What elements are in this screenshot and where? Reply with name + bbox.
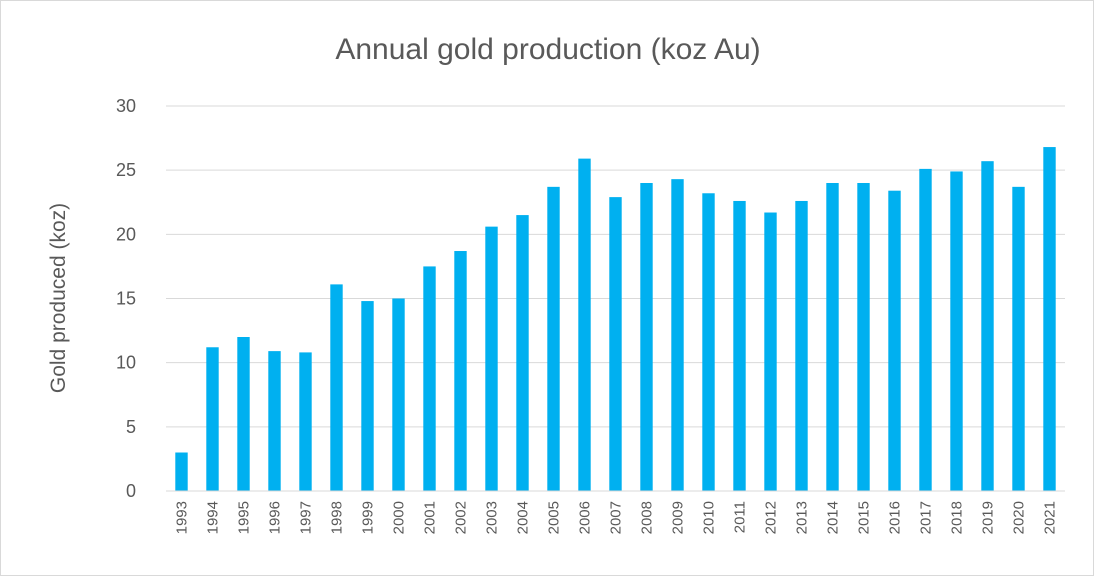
x-tick-label: 2006	[577, 501, 594, 534]
bar-2015	[857, 183, 870, 491]
bar-1997	[299, 352, 312, 491]
bar-1999	[361, 301, 374, 491]
bar-2001	[423, 266, 436, 491]
x-tick-label: 2016	[887, 501, 904, 534]
x-tick-label: 2017	[918, 501, 935, 534]
x-tick-label: 2021	[1042, 501, 1059, 534]
x-tick-label: 1997	[298, 501, 315, 534]
bar-2000	[392, 298, 405, 491]
x-tick-label: 2005	[546, 501, 563, 534]
bars	[175, 147, 1056, 492]
bar-2019	[981, 161, 994, 491]
bar-2021	[1043, 147, 1056, 492]
y-axis-label: Gold produced (koz)	[47, 203, 70, 393]
y-tick-label: 0	[126, 481, 136, 501]
x-tick-label: 2000	[391, 501, 408, 534]
x-tick-label: 2011	[732, 501, 749, 533]
x-tick-label: 2019	[980, 501, 997, 534]
bar-2011	[733, 200, 746, 491]
y-tick-label: 25	[116, 160, 136, 180]
x-tick-label: 2020	[1011, 501, 1028, 534]
x-tick-label: 2001	[422, 501, 439, 534]
x-tick-label: 1996	[267, 501, 284, 534]
bar-2007	[609, 197, 622, 491]
bar-2020	[1012, 186, 1025, 491]
x-tick-label: 2015	[856, 501, 873, 534]
x-tick-label: 2012	[763, 501, 780, 534]
x-tick-label: 2014	[825, 501, 842, 534]
bar-1994	[206, 347, 219, 491]
bar-2016	[888, 190, 901, 491]
x-tick-label: 2007	[608, 501, 625, 534]
bar-1998	[330, 284, 343, 491]
y-tick-label: 5	[126, 417, 136, 437]
bar-2002	[454, 251, 467, 491]
y-tick-label: 15	[116, 289, 136, 309]
x-tick-label: 2002	[453, 501, 470, 534]
y-tick-label: 20	[116, 224, 136, 244]
chart-title: Annual gold production (koz Au)	[335, 33, 760, 66]
bar-2014	[826, 183, 839, 491]
x-tick-label: 2009	[670, 501, 687, 534]
x-tick-label: 2008	[639, 501, 656, 534]
bar-2008	[640, 183, 653, 491]
bar-1993	[175, 452, 188, 491]
bar-1996	[268, 351, 281, 491]
bar-2018	[950, 171, 963, 491]
bar-2017	[919, 168, 932, 491]
x-tick-label: 2003	[484, 501, 501, 534]
bar-2012	[764, 212, 777, 491]
y-tick-label: 30	[116, 96, 136, 116]
x-tick-label: 2010	[701, 501, 718, 534]
x-tick-label: 2004	[515, 501, 532, 534]
x-tick-label: 1998	[329, 501, 346, 534]
bar-2010	[702, 193, 715, 491]
bar-1995	[237, 337, 250, 491]
x-tick-label: 1995	[236, 501, 253, 534]
bar-2009	[671, 179, 684, 491]
bar-2004	[516, 215, 529, 492]
bar-2003	[485, 226, 498, 491]
x-axis-ticks: 1993 1994 1995 1996 1997 1998 1999 2000 2001 2002…	[174, 501, 1059, 534]
y-axis-ticks: 0 5 10 15 20 25 30	[116, 96, 136, 501]
x-tick-label: 2018	[949, 501, 966, 534]
y-tick-label: 10	[116, 353, 136, 373]
x-tick-label: 1999	[360, 501, 377, 534]
x-tick-label: 2013	[794, 501, 811, 534]
x-tick-label: 1993	[174, 501, 191, 534]
bar-2013	[795, 200, 808, 491]
x-tick-label: 1994	[205, 501, 222, 534]
bar-2006	[578, 158, 591, 491]
bar-2005	[547, 186, 560, 491]
